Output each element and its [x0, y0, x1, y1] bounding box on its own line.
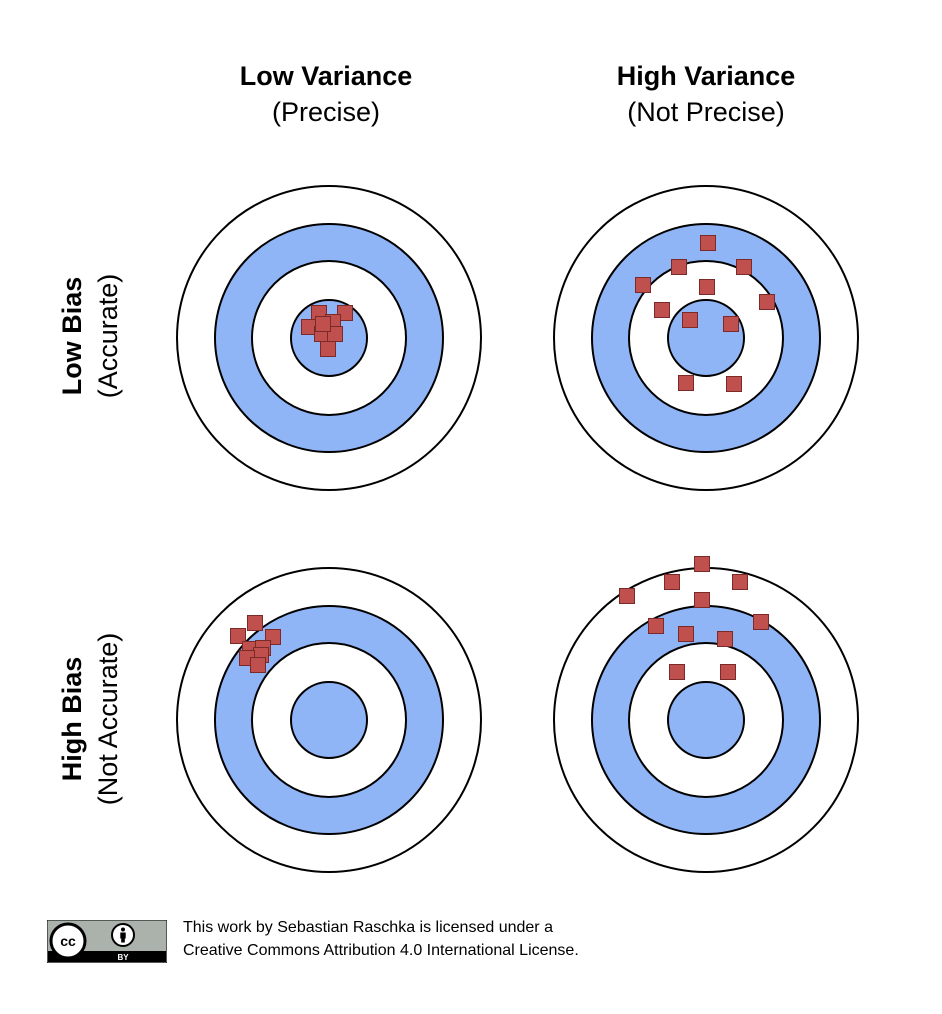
target-high-bias-low-variance: [176, 567, 482, 873]
shot-marker: [250, 657, 266, 673]
target-ring-4: [667, 681, 745, 759]
shot-marker: [699, 279, 715, 295]
cc-icon: cc: [49, 922, 87, 960]
by-label: BY: [117, 953, 129, 962]
shot-marker: [230, 628, 246, 644]
shot-marker: [315, 316, 331, 332]
shot-marker: [732, 574, 748, 590]
shot-marker: [678, 375, 694, 391]
shot-marker: [664, 574, 680, 590]
column-subtitle: (Not Precise): [627, 97, 785, 127]
shot-marker: [320, 341, 336, 357]
license-line-2: Creative Commons Attribution 4.0 Interna…: [183, 942, 579, 959]
person-attribution-icon: [111, 923, 135, 947]
shot-marker: [723, 316, 739, 332]
shot-marker: [619, 588, 635, 604]
shot-marker: [736, 259, 752, 275]
row-title: Low Bias: [57, 276, 87, 396]
column-subtitle: (Precise): [271, 97, 380, 127]
target-ring-4: [667, 299, 745, 377]
target-high-bias-high-variance: [553, 556, 859, 873]
shot-marker: [654, 302, 670, 318]
shot-marker: [635, 277, 651, 293]
shot-marker: [726, 376, 742, 392]
target-ring-4: [290, 681, 368, 759]
shot-marker: [678, 626, 694, 642]
column-header-low-variance: Low Variance (Precise): [166, 58, 486, 130]
shot-marker: [717, 631, 733, 647]
shot-marker: [247, 615, 263, 631]
shot-marker: [682, 312, 698, 328]
cc-by-license-badge: cc BY: [47, 920, 167, 963]
shot-marker: [694, 592, 710, 608]
shot-marker: [671, 259, 687, 275]
shot-marker: [648, 618, 664, 634]
svg-text:cc: cc: [60, 933, 76, 949]
shot-marker: [337, 305, 353, 321]
row-subtitle: (Not Accurate): [93, 632, 123, 806]
row-subtitle: (Accurate): [93, 273, 123, 399]
column-title: Low Variance: [239, 61, 413, 91]
license-text: This work by Sebastian Raschka is licens…: [183, 916, 579, 962]
column-header-high-variance: High Variance (Not Precise): [546, 58, 866, 130]
shot-marker: [720, 664, 736, 680]
target-low-bias-high-variance: [553, 185, 859, 491]
license-line-1: This work by Sebastian Raschka is licens…: [183, 919, 553, 936]
shot-marker: [694, 556, 710, 572]
row-header-high-bias: High Bias (Not Accurate): [54, 559, 126, 879]
shot-marker: [759, 294, 775, 310]
shot-marker: [700, 235, 716, 251]
target-low-bias-low-variance: [176, 185, 482, 491]
column-title: High Variance: [616, 61, 796, 91]
row-header-low-bias: Low Bias (Accurate): [54, 176, 126, 496]
shot-marker: [753, 614, 769, 630]
shot-marker: [669, 664, 685, 680]
row-title: High Bias: [57, 656, 87, 782]
